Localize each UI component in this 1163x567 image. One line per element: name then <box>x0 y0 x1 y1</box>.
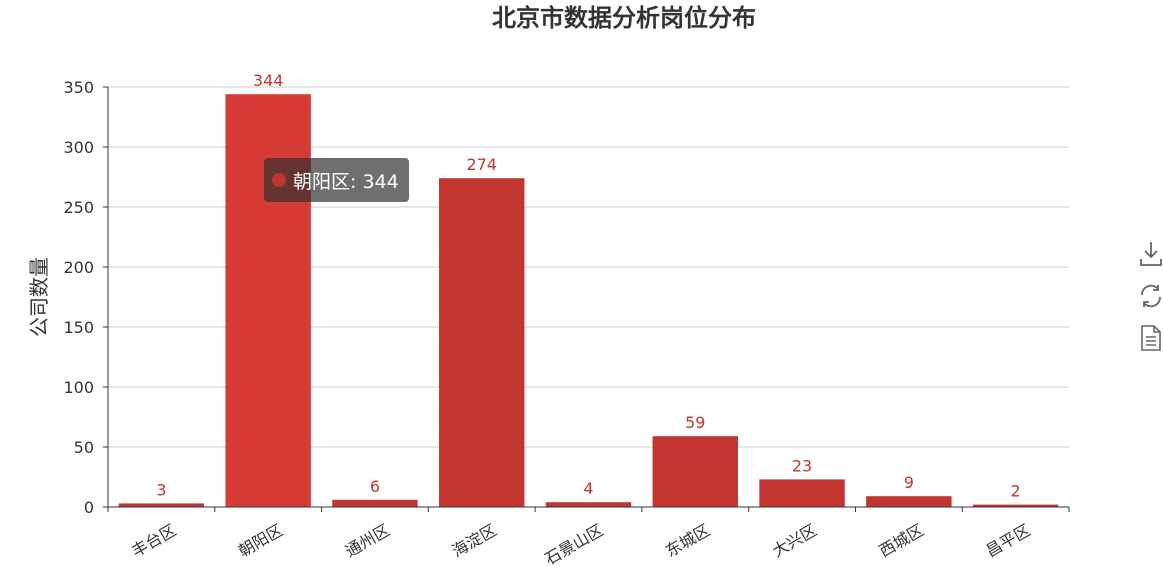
bar[interactable] <box>972 504 1059 507</box>
data-label: 6 <box>370 477 380 496</box>
data-label: 2 <box>1011 482 1021 501</box>
y-tick-label: 300 <box>63 138 94 157</box>
data-label: 3 <box>156 480 166 499</box>
tooltip: 朝阳区: 344 <box>264 158 409 202</box>
bar[interactable] <box>439 178 525 507</box>
data-label: 274 <box>466 155 497 174</box>
data-view-button[interactable] <box>1138 324 1163 352</box>
bar[interactable] <box>332 499 418 507</box>
data-view-icon <box>1141 325 1161 351</box>
save-image-button[interactable] <box>1138 240 1163 268</box>
x-tick-label: 朝阳区 <box>235 520 286 560</box>
y-tick-label: 200 <box>63 258 94 277</box>
data-label: 59 <box>685 413 705 432</box>
x-tick-label: 东城区 <box>662 520 713 560</box>
y-tick-label: 250 <box>63 198 94 217</box>
data-label: 9 <box>904 473 914 492</box>
y-axis-label: 公司数量 <box>27 257 51 337</box>
data-label: 23 <box>792 456 812 475</box>
x-tick-label: 石景山区 <box>542 520 607 567</box>
tooltip-series-dot <box>272 173 286 187</box>
chart-title: 北京市数据分析岗位分布 <box>492 4 756 32</box>
x-tick-label: 通州区 <box>342 520 393 560</box>
bar[interactable] <box>118 503 205 507</box>
y-tick-label: 150 <box>63 318 94 337</box>
y-tick-label: 100 <box>63 378 94 397</box>
bar[interactable] <box>866 496 952 507</box>
bar[interactable] <box>759 479 845 507</box>
axes: 0 50 100 150 200 250 300 350 丰台区 朝阳区 通州区 海淀区 石景山区 东城区… <box>63 78 1070 567</box>
y-tick-label: 0 <box>84 498 94 517</box>
bars <box>118 94 1059 507</box>
x-tick-label: 海淀区 <box>449 520 500 560</box>
tooltip-text: 朝阳区: 344 <box>293 170 399 193</box>
x-tick-label: 丰台区 <box>128 520 179 560</box>
bar[interactable] <box>652 436 738 507</box>
bar[interactable] <box>545 502 632 507</box>
toolbox <box>1138 240 1163 352</box>
refresh-icon <box>1141 284 1161 308</box>
y-tick-label: 50 <box>74 438 94 457</box>
data-label: 4 <box>583 479 593 498</box>
y-tick-label: 350 <box>63 78 94 97</box>
download-icon <box>1140 242 1162 266</box>
x-tick-label: 昌平区 <box>983 520 1034 560</box>
restore-button[interactable] <box>1138 282 1163 310</box>
x-tick-label: 大兴区 <box>769 520 820 560</box>
bar[interactable] <box>225 94 311 507</box>
data-labels: 3 344 6 274 4 59 23 9 2 <box>156 71 1020 500</box>
data-label: 344 <box>253 71 284 90</box>
x-tick-label: 西城区 <box>876 520 927 560</box>
